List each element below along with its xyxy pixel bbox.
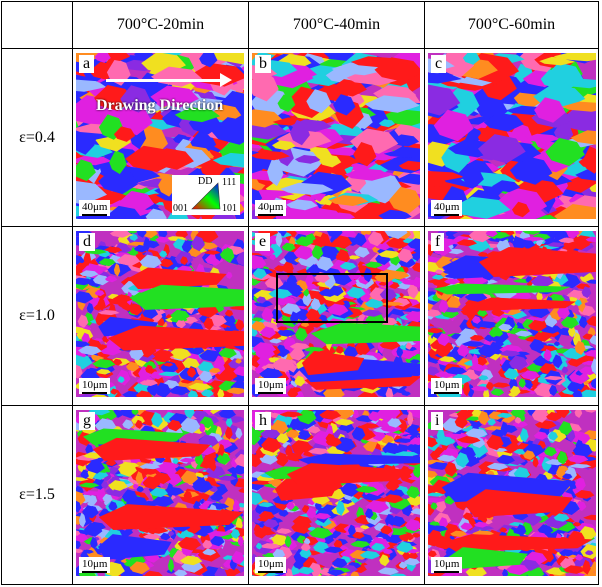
ebsd-map-e [252, 231, 420, 397]
ipf-triangle-icon [191, 182, 221, 210]
grid-line [2, 48, 598, 49]
scale-bar-line [434, 571, 460, 573]
scale-bar-label: 10μm [434, 558, 460, 570]
panel-letter-g: g [79, 412, 95, 430]
panel-letter-b: b [255, 55, 271, 73]
ebsd-panel-h: h 10μm [252, 410, 420, 576]
panel-letter-h: h [255, 412, 271, 430]
ipf-key-111: 111 [222, 177, 237, 188]
column-header-60min: 700°C-60min [467, 16, 556, 33]
panel-letter-d: d [79, 233, 95, 251]
scale-bar-c: 40μm [431, 200, 463, 216]
scale-bar-i: 10μm [431, 557, 463, 573]
ebsd-map-b [252, 53, 420, 219]
scale-bar-a: 40μm [79, 200, 111, 216]
panel-letter-c: c [431, 55, 447, 73]
grid-line [248, 2, 249, 584]
scale-bar-label: 10μm [82, 558, 108, 570]
scale-bar-line [258, 571, 284, 573]
region-of-interest-box [276, 273, 388, 323]
ipf-key-101: 101 [222, 203, 237, 214]
scale-bar-label: 10μm [82, 379, 108, 391]
grid-line [424, 2, 425, 584]
scale-bar-line [434, 214, 460, 216]
scale-bar-label: 40μm [258, 201, 284, 213]
grid-line [2, 226, 598, 227]
column-header-20min: 700°C-20min [116, 16, 205, 33]
scale-bar-line [258, 392, 284, 394]
row-header-strain-1-5: ε=1.5 [19, 486, 55, 503]
scale-bar-h: 10μm [255, 557, 287, 573]
ebsd-map-c [428, 53, 596, 219]
ipf-color-key: DD 111 001 101 [172, 175, 240, 215]
scale-bar-label: 40μm [82, 201, 108, 213]
ebsd-panel-c: c 40μm [428, 53, 596, 219]
ebsd-map-f [428, 231, 596, 397]
ebsd-panel-e: e 10μm [252, 231, 420, 397]
scale-bar-label: 10μm [258, 379, 284, 391]
panel-letter-a: a [79, 55, 95, 73]
ebsd-panel-a: a 40μm Drawing Direction DD 111 001 101 [76, 53, 244, 219]
ipf-key-title: DD [198, 176, 213, 187]
scale-bar-line [82, 214, 108, 216]
scale-bar-d: 10μm [79, 378, 111, 394]
scale-bar-b: 40μm [255, 200, 287, 216]
drawing-direction-label: Drawing Direction [96, 97, 224, 114]
ipf-key-001: 001 [173, 203, 188, 214]
drawing-direction-arrow-icon [106, 73, 232, 87]
grid-line [72, 2, 73, 584]
panel-letter-i: i [431, 412, 444, 430]
scale-bar-g: 10μm [79, 557, 111, 573]
column-header-40min: 700°C-40min [292, 16, 381, 33]
ebsd-map-g [76, 410, 244, 576]
ebsd-panel-i: i 10μm [428, 410, 596, 576]
row-header-strain-0-4: ε=0.4 [19, 128, 55, 146]
ebsd-map-d [76, 231, 244, 397]
scale-bar-line [258, 214, 284, 216]
scale-bar-e: 10μm [255, 378, 287, 394]
ebsd-panel-b: b 40μm [252, 53, 420, 219]
scale-bar-line [434, 392, 460, 394]
scale-bar-label: 10μm [434, 379, 460, 391]
ebsd-panel-g: g 10μm [76, 410, 244, 576]
grid-line [2, 405, 598, 406]
ebsd-panel-d: d 10μm [76, 231, 244, 397]
panel-letter-e: e [255, 233, 271, 251]
panel-letter-f: f [431, 233, 445, 251]
scale-bar-label: 10μm [258, 558, 284, 570]
scale-bar-line [82, 571, 108, 573]
scale-bar-f: 10μm [431, 378, 463, 394]
row-header-strain-1-0: ε=1.0 [19, 307, 55, 324]
ebsd-map-i [428, 410, 596, 576]
scale-bar-label: 40μm [434, 201, 460, 213]
ebsd-map-h [252, 410, 420, 576]
scale-bar-line [82, 392, 108, 394]
ebsd-panel-f: f 10μm [428, 231, 596, 397]
